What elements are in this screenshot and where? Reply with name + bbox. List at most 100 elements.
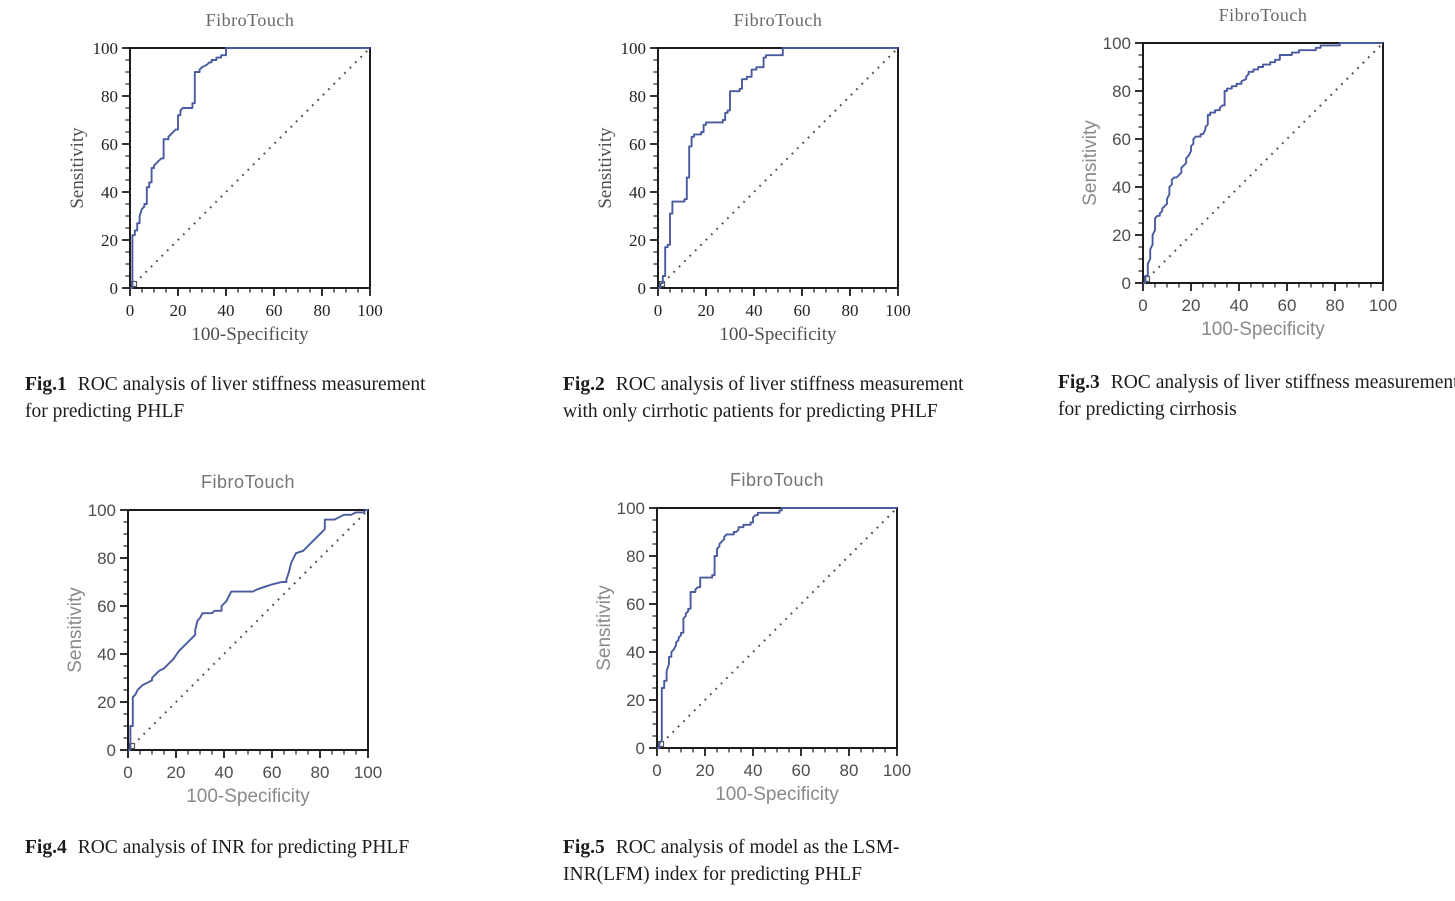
caption-text: ROC analysis of liver stiffness measurem… (563, 374, 964, 422)
roc-chart-fig1: FibroTouch Sensitivity 0 20 40 60 80 100 0 20 40… (60, 8, 390, 354)
y-tick-label: 40 (1112, 178, 1131, 197)
figure-caption-fig2: Fig.2 ROC analysis of liver stiffness mea… (563, 372, 1003, 426)
roc-plot-svg: 0 20 40 60 80 100 0 20 40 60 80 100 (93, 39, 383, 320)
x-tick-label: 0 (123, 763, 132, 782)
x-tick-label: 100 (883, 761, 911, 780)
chart-title: FibroTouch (205, 10, 295, 30)
chart-title: FibroTouch (1218, 5, 1308, 25)
x-tick-label: 100 (885, 301, 911, 320)
x-tick-label: 80 (311, 763, 330, 782)
y-tick-label: 0 (110, 279, 119, 298)
x-tick-label: 40 (218, 301, 235, 320)
y-tick-label: 100 (621, 39, 647, 58)
y-tick-label: 20 (1112, 226, 1131, 245)
y-tick-label: 100 (617, 499, 645, 518)
roc-curve (130, 47, 370, 289)
y-tick-label: 20 (629, 231, 646, 250)
figure-caption-fig3: Fig.3 ROC analysis of liver stiffness mea… (1058, 370, 1455, 424)
x-tick-label: 40 (746, 301, 763, 320)
roc-chart-fig2: FibroTouch Sensitivity 0 20 40 60 80 100 0 20 40… (588, 8, 918, 354)
y-tick-label: 40 (97, 645, 116, 664)
y-tick-label: 80 (97, 549, 116, 568)
y-tick-label: 0 (107, 741, 116, 760)
y-tick-label: 20 (101, 231, 118, 250)
y-tick-label: 80 (629, 87, 646, 106)
caption-label: Fig.1 (25, 374, 67, 395)
caption-text: ROC analysis of liver stiffness measurem… (1058, 372, 1455, 420)
reference-diagonal (661, 509, 896, 744)
roc-curve (128, 509, 368, 751)
x-tick-label: 60 (266, 301, 283, 320)
x-tick-label: 40 (1230, 296, 1249, 315)
x-axis-label: 100-Specificity (186, 786, 310, 807)
x-axis-label: 100-Specificity (1201, 319, 1325, 340)
x-tick-label: 0 (652, 761, 661, 780)
roc-plot-svg: 0 20 40 60 80 100 0 20 40 60 80 100 (617, 499, 912, 780)
y-tick-label: 20 (626, 691, 645, 710)
x-axis-label: 100-Specificity (191, 324, 309, 345)
roc-curve (1143, 42, 1383, 284)
figure-caption-fig5: Fig.5 ROC analysis of model as the LSM-IN… (563, 835, 983, 889)
roc-chart-fig4: FibroTouch Sensitivity 0 20 40 60 80 100 0 20 40… (58, 470, 388, 816)
y-tick-label: 100 (1103, 34, 1131, 53)
x-tick-label: 80 (314, 301, 331, 320)
y-tick-label: 60 (629, 135, 646, 154)
x-tick-label: 80 (842, 301, 859, 320)
x-tick-label: 100 (354, 763, 382, 782)
y-tick-label: 60 (626, 595, 645, 614)
x-tick-label: 100 (357, 301, 383, 320)
roc-curve (657, 507, 897, 749)
y-tick-label: 0 (636, 739, 645, 758)
reference-diagonal (134, 49, 369, 284)
x-tick-label: 60 (792, 761, 811, 780)
y-tick-label: 60 (1112, 130, 1131, 149)
x-tick-label: 60 (1278, 296, 1297, 315)
x-axis-label: 100-Specificity (715, 784, 839, 805)
y-tick-label: 40 (626, 643, 645, 662)
x-tick-label: 20 (696, 761, 715, 780)
reference-diagonal (662, 49, 897, 284)
y-tick-label: 0 (638, 279, 647, 298)
y-tick-label: 20 (97, 693, 116, 712)
chart-title: FibroTouch (729, 470, 825, 490)
x-tick-label: 80 (1326, 296, 1345, 315)
x-tick-label: 20 (698, 301, 715, 320)
caption-text: ROC analysis of model as the LSM-INR(LFM… (563, 837, 900, 885)
caption-text: ROC analysis of liver stiffness measurem… (25, 374, 426, 422)
roc-plot-svg: 0 20 40 60 80 100 0 20 40 60 80 100 (1103, 34, 1398, 315)
x-tick-label: 20 (167, 763, 186, 782)
reference-diagonal (1147, 44, 1382, 279)
x-tick-label: 60 (263, 763, 282, 782)
roc-curve (658, 47, 898, 289)
x-tick-label: 0 (126, 301, 135, 320)
x-tick-label: 80 (840, 761, 859, 780)
roc-plot-svg: 0 20 40 60 80 100 0 20 40 60 80 100 (621, 39, 911, 320)
x-tick-label: 0 (1138, 296, 1147, 315)
caption-label: Fig.2 (563, 374, 605, 395)
y-tick-label: 0 (1122, 274, 1131, 293)
caption-label: Fig.4 (25, 837, 67, 858)
y-tick-label: 60 (97, 597, 116, 616)
x-tick-label: 0 (654, 301, 663, 320)
x-tick-label: 40 (215, 763, 234, 782)
caption-label: Fig.5 (563, 837, 605, 858)
caption-label: Fig.3 (1058, 372, 1100, 393)
roc-chart-fig3: FibroTouch Sensitivity 0 20 40 60 80 100 0 20 40… (1073, 3, 1403, 349)
y-tick-label: 40 (101, 183, 118, 202)
y-tick-label: 80 (1112, 82, 1131, 101)
chart-title: FibroTouch (733, 10, 823, 30)
roc-plot-svg: 0 20 40 60 80 100 0 20 40 60 80 100 (88, 501, 383, 782)
x-tick-label: 40 (744, 761, 763, 780)
y-tick-label: 80 (626, 547, 645, 566)
x-tick-label: 100 (1369, 296, 1397, 315)
x-axis-label: 100-Specificity (719, 324, 837, 345)
roc-chart-fig5: FibroTouch Sensitivity 0 20 40 60 80 100 0 20 40… (587, 468, 917, 814)
y-tick-label: 40 (629, 183, 646, 202)
x-tick-label: 60 (794, 301, 811, 320)
x-tick-label: 20 (170, 301, 187, 320)
y-tick-label: 100 (93, 39, 119, 58)
reference-diagonal (132, 511, 367, 746)
x-tick-label: 20 (1182, 296, 1201, 315)
chart-title: FibroTouch (200, 472, 296, 492)
